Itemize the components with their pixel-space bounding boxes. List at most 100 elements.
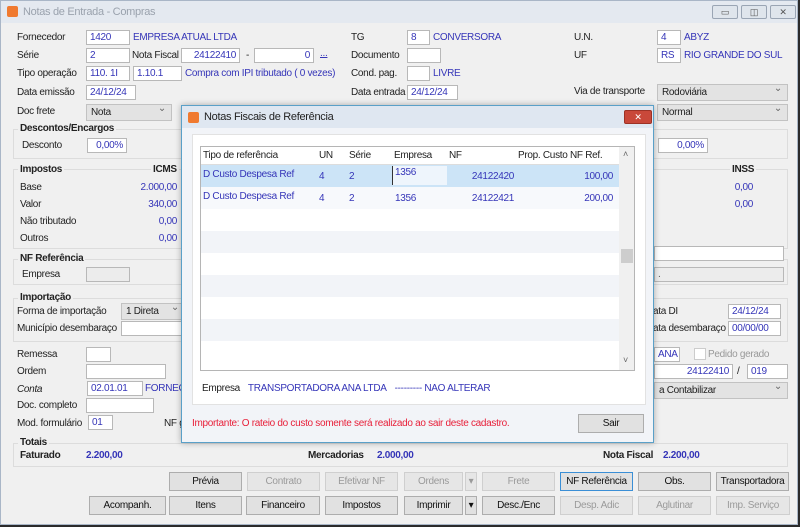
mercadorias-label: Mercadorias [308, 450, 364, 461]
nota-fiscal-label: Nota Fiscal [132, 50, 179, 61]
financeiro-button[interactable]: Financeiro [246, 496, 320, 515]
nf-ref-right-input[interactable] [654, 246, 784, 261]
un-input[interactable]: 4 [657, 30, 681, 45]
tg-name: CONVERSORA [433, 32, 502, 43]
cell-editor[interactable] [392, 166, 447, 185]
fornecedor-code-input[interactable]: 1420 [86, 30, 130, 45]
efetivar-nf-button[interactable]: Efetivar NF [325, 472, 398, 491]
un-label: U.N. [574, 32, 593, 43]
ordens-button[interactable]: Ordens [404, 472, 463, 491]
empty-row [201, 275, 619, 297]
imprimir-dropdown-icon[interactable]: ▾ [465, 496, 477, 515]
serie-label: Série [17, 50, 39, 61]
faturado-value: 2.200,00 [86, 450, 123, 461]
nf-suffix-input[interactable]: 0 [254, 48, 314, 63]
warning-text: Importante: O rateio do custo somente se… [192, 418, 510, 429]
itens-button[interactable]: Itens [169, 496, 242, 515]
dash: - [246, 50, 250, 61]
ordens-dropdown-icon[interactable]: ▾ [465, 472, 477, 491]
previa-button[interactable]: Prévia [169, 472, 242, 491]
nota-fiscal-input[interactable]: 24122410 [181, 48, 240, 63]
app-icon [7, 6, 18, 17]
imprimir-button[interactable]: Imprimir [404, 496, 463, 515]
scroll-thumb[interactable] [621, 249, 633, 263]
conta-input[interactable]: 02.01.01 [87, 381, 143, 396]
acompanh-button[interactable]: Acompanh. [89, 496, 166, 515]
minimize-button[interactable]: ▭ [712, 5, 738, 19]
encargo-input[interactable]: 0,00% [658, 138, 708, 153]
tipo-select[interactable]: Normal [657, 104, 788, 121]
scroll-down-icon[interactable]: ˅ [623, 355, 628, 365]
data-entrada-input[interactable]: 24/12/24 [407, 85, 458, 100]
cell-tipo: D Custo Despesa Ref [203, 191, 295, 202]
fornecedor-label: Fornecedor [17, 32, 66, 43]
data-di-label: ata DI [653, 306, 678, 317]
remessa-input[interactable] [86, 347, 111, 362]
desp-adic-button[interactable]: Desp. Adic [560, 496, 633, 515]
remessa-label: Remessa [17, 349, 58, 360]
mod-formulario-input[interactable]: 01 [88, 415, 113, 430]
descontos-title: Descontos/Encargos [18, 123, 117, 134]
pedido-gerado-checkbox[interactable] [694, 348, 706, 360]
desconto-input[interactable]: 0,00% [87, 138, 127, 153]
cond-pag-input[interactable] [407, 66, 430, 81]
ordem-input[interactable] [86, 364, 166, 379]
pedido-gerado-label: Pedido gerado [708, 349, 770, 360]
col-tipo[interactable]: Tipo de referência [203, 150, 278, 161]
ana-input[interactable]: ANA [654, 347, 680, 362]
frete-button[interactable]: Frete [482, 472, 555, 491]
doc-frete-select[interactable]: Nota [86, 104, 172, 121]
table-row[interactable]: D Custo Despesa Ref 4 2 1356 24122420 10… [201, 165, 619, 187]
impostos-button[interactable]: Impostos [325, 496, 398, 515]
cell-empresa-editing[interactable]: 1356 [395, 167, 417, 178]
scroll-up-icon[interactable]: ˄ [623, 149, 628, 159]
cell-prop-custo: 200,00 [584, 193, 613, 204]
desc-enc-button[interactable]: Desc./Enc [482, 496, 555, 515]
col-nf[interactable]: NF [449, 150, 462, 161]
documento-input[interactable] [407, 48, 441, 63]
forma-importacao-select[interactable]: 1 Direta [121, 303, 185, 320]
nf-referencia-button[interactable]: NF Referência [560, 472, 633, 491]
cell-tipo: D Custo Despesa Ref [203, 169, 295, 180]
close-button[interactable]: ✕ [770, 5, 796, 19]
tg-input[interactable]: 8 [407, 30, 430, 45]
col-prop-custo[interactable]: Prop. Custo NF Ref. [518, 150, 603, 161]
data-emissao-input[interactable]: 24/12/24 [86, 85, 136, 100]
grid-scrollbar[interactable]: ˄ ˅ [619, 147, 634, 370]
table-row[interactable]: D Custo Despesa Ref 4 2 1356 24122421 20… [201, 187, 619, 209]
transportadora-button[interactable]: Transportadora [716, 472, 789, 491]
contrato-button[interactable]: Contrato [247, 472, 320, 491]
cell-un: 4 [319, 193, 325, 204]
maximize-button[interactable]: ◫ [741, 5, 767, 19]
obs-button[interactable]: Obs. [638, 472, 711, 491]
col-un[interactable]: UN [319, 150, 333, 161]
col-empresa[interactable]: Empresa [394, 150, 432, 161]
imp-servico-button[interactable]: Imp. Serviço [716, 496, 790, 515]
base-value: 2.000,00 [140, 182, 177, 193]
via-transporte-select[interactable]: Rodoviária [657, 84, 788, 101]
nf-num-input[interactable]: 24122410 [654, 364, 733, 379]
uf-input[interactable]: RS [657, 48, 681, 63]
aglutinar-button[interactable]: Aglutinar [638, 496, 711, 515]
tipo-operacao-input[interactable]: 110. 1I [86, 66, 130, 81]
contabilizar-select[interactable]: a Contabilizar [654, 382, 788, 399]
mod-formulario-label: Mod. formulário [17, 418, 82, 429]
importacao-title: Importação [18, 292, 73, 303]
reference-grid[interactable]: Tipo de referência UN Série Empresa NF P… [200, 146, 635, 371]
serie-input[interactable]: 2 [86, 48, 130, 63]
data-desembaraco-input[interactable]: 00/00/00 [728, 321, 781, 336]
nf-g-label: NF g [164, 418, 185, 429]
impostos-title: Impostos [18, 164, 65, 175]
sair-button[interactable]: Sair [578, 414, 644, 433]
data-di-input[interactable]: 24/12/24 [728, 304, 781, 319]
nf-serie-input[interactable]: 019 [747, 364, 788, 379]
dialog-empresa-name: TRANSPORTADORA ANA LTDA [247, 383, 387, 394]
municipio-input[interactable] [121, 321, 185, 336]
dialog-close-button[interactable]: ✕ [624, 110, 652, 124]
lookup-button[interactable]: ... [320, 48, 328, 59]
doc-completo-input[interactable] [86, 398, 154, 413]
tipo-operacao2-input[interactable]: 1.10.1 [133, 66, 182, 81]
col-serie[interactable]: Série [349, 150, 371, 161]
dialog-title-bar: Notas Fiscais de Referência ✕ [182, 106, 653, 128]
totais-group [13, 443, 788, 467]
